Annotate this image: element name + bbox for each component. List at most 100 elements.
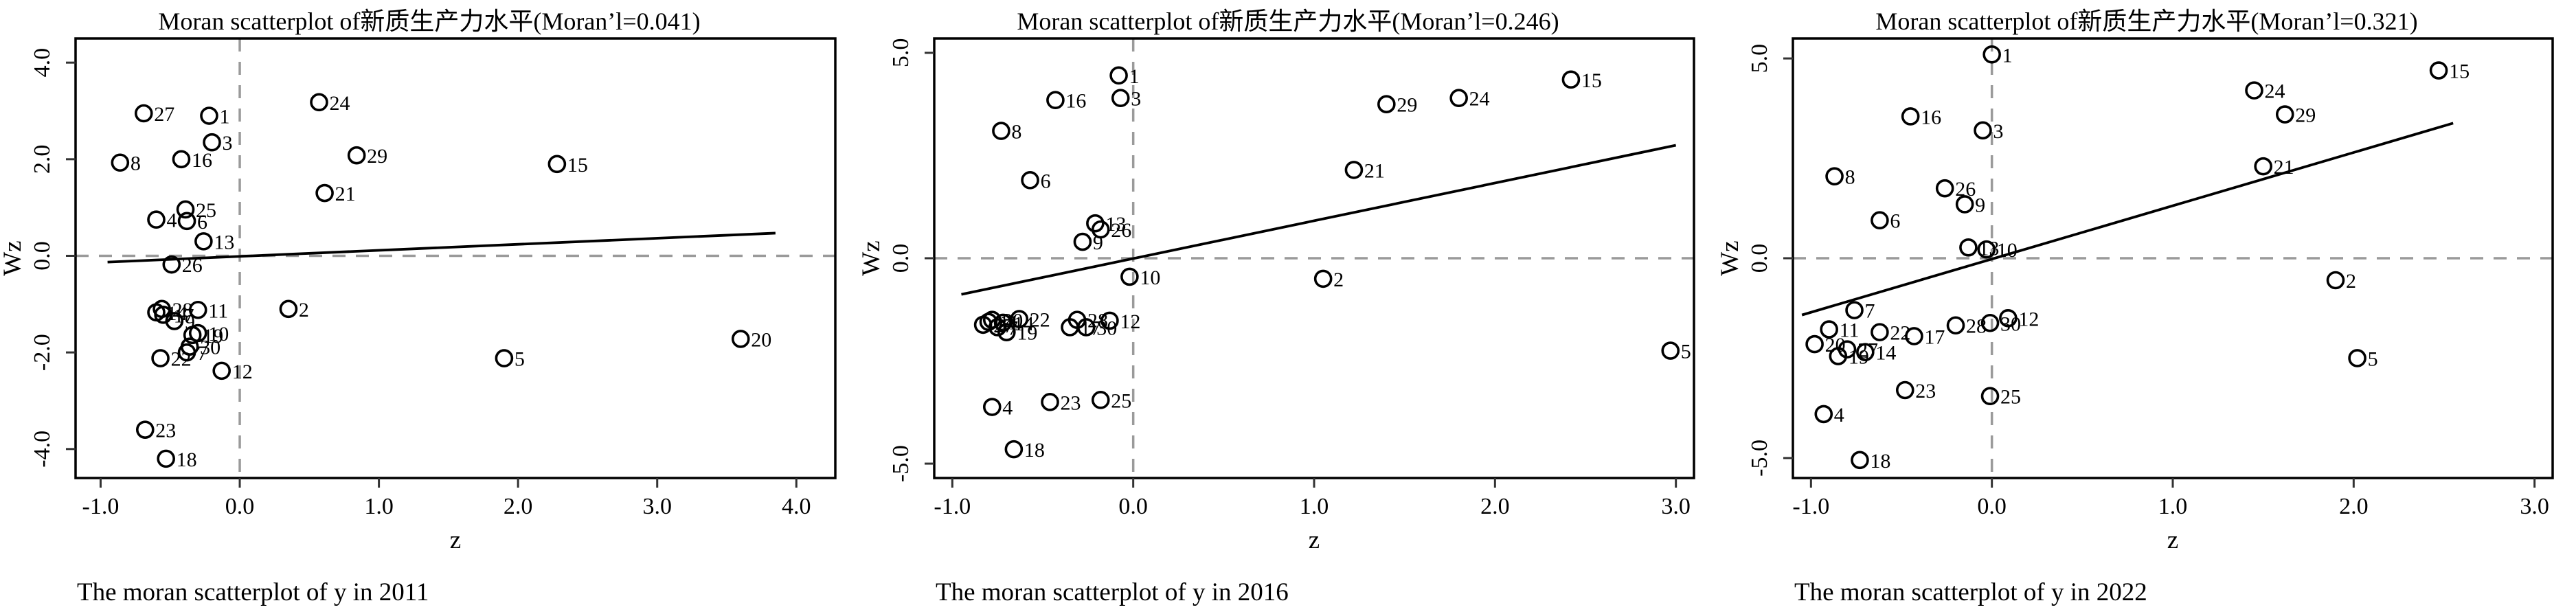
data-point-label: 21 — [2274, 156, 2294, 179]
panel-2022: Moran scatterplot of新质生产力水平(Moran’l=0.32… — [1717, 0, 2576, 614]
data-point-label: 29 — [367, 145, 387, 168]
data-point — [1955, 195, 1974, 214]
fit-line — [107, 231, 776, 264]
data-point-label: 5 — [1681, 341, 1691, 363]
data-point-label: 26 — [1111, 219, 1131, 242]
data-point — [1449, 89, 1468, 108]
data-point-label: 2 — [1333, 269, 1344, 291]
x-axis-label: z — [450, 526, 461, 554]
data-point — [2429, 61, 2448, 80]
data-point — [203, 133, 221, 152]
data-point-label: 12 — [2018, 308, 2039, 330]
data-point-label: 10 — [1140, 266, 1160, 289]
data-point-label: 16 — [1921, 106, 1941, 128]
data-point — [1377, 95, 1396, 114]
data-point-label: 9 — [1975, 194, 1985, 216]
data-point — [2326, 271, 2345, 290]
x-tick-label: -1.0 — [1792, 494, 1829, 519]
data-point — [1073, 232, 1092, 251]
data-point — [188, 300, 207, 319]
data-point — [1046, 91, 1065, 110]
x-tick-label: -1.0 — [934, 494, 971, 519]
data-point — [982, 310, 1002, 330]
data-point-label: 7 — [1865, 300, 1875, 323]
data-point-label: 3 — [223, 132, 233, 155]
data-point — [2245, 81, 2263, 100]
data-point — [1120, 267, 1139, 286]
data-point-label: 1 — [2002, 44, 2013, 67]
x-tick-label: 4.0 — [782, 494, 811, 519]
data-point — [177, 212, 196, 231]
data-point — [162, 255, 181, 274]
data-point-label: 25 — [2000, 386, 2021, 409]
data-point-label: 23 — [1061, 391, 1081, 414]
data-point-label: 21 — [1364, 159, 1385, 182]
data-point — [1344, 161, 1364, 179]
data-point-label: 4 — [1002, 397, 1013, 420]
data-point — [1004, 440, 1024, 459]
data-point — [2348, 349, 2366, 367]
data-point-label: 8 — [1845, 166, 1855, 189]
data-point — [1959, 238, 1978, 257]
data-point — [147, 210, 166, 229]
data-point-label: 14 — [1875, 342, 1896, 365]
data-point — [212, 361, 231, 380]
data-point-label: 18 — [1024, 439, 1045, 462]
y-axis-label: Wz — [0, 240, 27, 275]
data-point-label: 1 — [1129, 65, 1140, 88]
y-axis-label: Wz — [859, 240, 885, 275]
data-point-label: 24 — [2265, 80, 2285, 103]
data-point — [1905, 327, 1923, 345]
x-axis-label: z — [2167, 526, 2178, 554]
data-point-label: 3 — [1993, 120, 2004, 143]
fit-line — [961, 144, 1677, 296]
data-point-label: 18 — [177, 448, 197, 471]
data-point-label: 30 — [2000, 312, 2021, 335]
data-point-label: 6 — [1041, 170, 1051, 192]
data-point — [1977, 240, 1996, 259]
scatter-plot-2011: -1.0 0.0 1.0 2.0 3.0 4.0 -4.0 -2.0 0.0 2.0 4.0 z Wz 1… — [0, 37, 837, 554]
data-point-label: 24 — [329, 92, 350, 115]
data-point — [200, 106, 218, 125]
data-point-label: 20 — [1825, 334, 1846, 356]
data-point-label: 10 — [208, 323, 229, 345]
data-point — [1838, 340, 1857, 359]
data-point — [310, 93, 328, 112]
data-point — [1091, 220, 1110, 239]
data-point — [1895, 380, 1914, 400]
chart-caption: The moran scatterplot of y in 2011 — [77, 578, 429, 606]
data-point-label: 15 — [567, 154, 588, 177]
data-point-label: 6 — [1890, 210, 1900, 233]
data-point-label: 24 — [1469, 88, 1490, 111]
data-point-label: 22 — [1030, 309, 1050, 332]
data-point-label: 14 — [1013, 312, 1034, 335]
data-point — [183, 326, 202, 345]
data-point-label: 21 — [335, 183, 356, 205]
data-point — [1856, 343, 1875, 362]
data-point — [1946, 316, 1965, 335]
data-point — [2275, 105, 2294, 124]
data-point-label: 13 — [214, 231, 234, 253]
x-tick-label: 2.0 — [504, 494, 533, 519]
x-tick-label: 1.0 — [1300, 494, 1329, 519]
data-point-label: 1 — [219, 106, 229, 128]
data-point — [347, 146, 366, 165]
data-point — [1661, 341, 1680, 360]
data-point — [1901, 107, 1920, 126]
data-point — [1561, 70, 1581, 89]
data-point-label: 7 — [197, 342, 207, 365]
data-point-label: 8 — [131, 152, 141, 175]
x-tick-label: 0.0 — [1118, 494, 1148, 519]
data-point-label: 19 — [203, 325, 223, 348]
y-tick-label: -2.0 — [30, 334, 55, 371]
data-point — [157, 449, 175, 468]
data-point — [315, 183, 334, 203]
x-axis-label: z — [1309, 526, 1320, 554]
data-point — [151, 349, 170, 367]
data-point — [1999, 308, 2018, 328]
data-point-label: 12 — [232, 361, 253, 383]
data-point — [135, 420, 155, 439]
chart-title: Moran scatterplot of新质生产力水平(Moran’l=0.32… — [1875, 8, 2418, 35]
data-point-label: 27 — [1857, 339, 1878, 362]
data-point — [1820, 320, 1838, 339]
